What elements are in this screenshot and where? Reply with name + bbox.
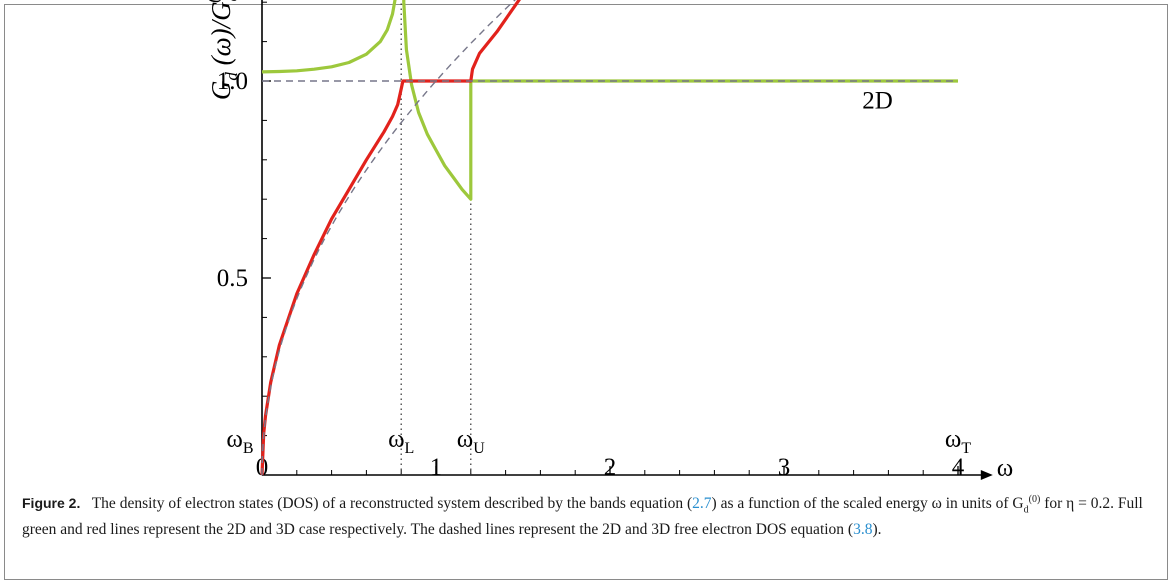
caption-text-2: ) as a function of the scaled energy ω i… bbox=[711, 495, 1024, 513]
y-tick-label: 1.0 bbox=[217, 68, 248, 95]
series-layer bbox=[260, 0, 958, 476]
x-tick-label: 1 bbox=[430, 454, 443, 481]
series-3d-free bbox=[261, 0, 516, 475]
series-2d bbox=[261, 0, 958, 201]
omega-u-label: ωU bbox=[457, 426, 485, 457]
caption-ref-2[interactable]: 3.8 bbox=[853, 521, 873, 539]
x-tick-label: 2 bbox=[604, 454, 617, 481]
caption-text-1: The density of electron states (DOS) of … bbox=[91, 495, 693, 513]
y-tick-label: 0.5 bbox=[217, 265, 248, 292]
caption-text-2-sub: d bbox=[1023, 504, 1029, 516]
y-axis-label: Gd (ω)/Gd(0) bbox=[203, 0, 241, 100]
x-axis-arrow bbox=[980, 470, 993, 480]
caption-label: Figure 2. bbox=[22, 495, 81, 512]
x-axis-label: ω bbox=[997, 455, 1013, 482]
x-tick-label: 4 bbox=[952, 454, 965, 481]
omega-t-label: ωT bbox=[945, 426, 971, 457]
caption-text-3: for η = 0.2. Full green and red lines re… bbox=[22, 495, 1143, 539]
omega-b-label: ωB bbox=[226, 426, 253, 457]
x-tick-label: 3 bbox=[778, 454, 791, 481]
figure-frame bbox=[4, 4, 1168, 580]
caption-text-4: ). bbox=[872, 521, 882, 539]
annotation-2d: 2D bbox=[862, 88, 893, 115]
omega-l-label: ωL bbox=[388, 426, 414, 457]
guide-lines bbox=[400, 0, 472, 475]
caption-text-2-sup: (0) bbox=[1028, 494, 1041, 505]
figure-caption: Figure 2. The density of electron states… bbox=[22, 490, 1152, 540]
series-3d bbox=[260, 0, 521, 476]
caption-ref-1[interactable]: 2.7 bbox=[692, 495, 712, 513]
